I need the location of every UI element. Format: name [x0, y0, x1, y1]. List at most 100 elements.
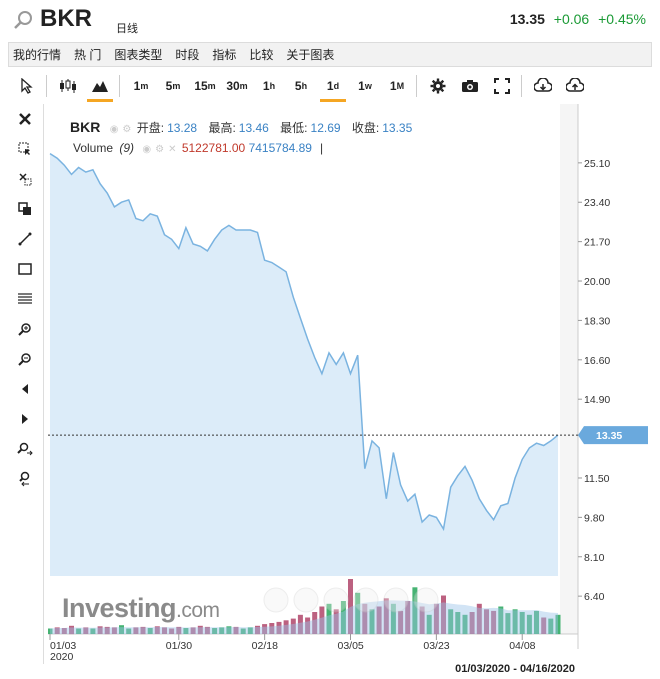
zoom-reset-button[interactable]: [323, 587, 349, 613]
volume-bar: [390, 603, 396, 635]
cursor-icon[interactable]: [14, 73, 40, 99]
search-icon[interactable]: [12, 9, 34, 31]
cloud-download-icon[interactable]: [530, 73, 556, 99]
volume-bar: [61, 628, 67, 634]
scroll-left-icon[interactable]: [8, 374, 42, 404]
volume-bar: [383, 598, 389, 635]
camera-icon[interactable]: [457, 73, 483, 99]
price-series: [49, 152, 559, 576]
volume-bar: [305, 617, 311, 634]
menu-about-chart[interactable]: 关于图表: [286, 48, 335, 62]
toolbar-divider: [119, 75, 120, 97]
volume-bar: [48, 628, 53, 634]
menu-indicators[interactable]: 指标: [212, 48, 237, 62]
menu-my-quotes[interactable]: 我的行情: [13, 48, 62, 62]
low-label: 最低:: [280, 121, 308, 135]
menu-bar: 我的行情 热 门 图表类型 时段 指标 比较 关于图表: [8, 42, 652, 67]
gear-icon[interactable]: [425, 73, 451, 99]
zoom-fit-icon[interactable]: [8, 434, 42, 464]
trendline-tool-icon[interactable]: [8, 224, 42, 254]
zoom-out-icon[interactable]: [8, 344, 42, 374]
volume-legend: Volume (9) ◉ ⚙ ✕ 5122781.00 7415784.89 |: [73, 141, 324, 155]
volume-bar: [441, 595, 446, 634]
clone-tool-icon[interactable]: [8, 194, 42, 224]
close-icon[interactable]: [8, 104, 42, 134]
volume-value: 5122781.00: [181, 141, 246, 155]
volume-bar: [83, 627, 89, 634]
volume-bar: [548, 618, 554, 634]
price-chart[interactable]: 25.10 23.40 21.70 20.00 18.30 16.60 14.90 11.50…: [48, 104, 652, 664]
select-tool-icon[interactable]: [8, 134, 42, 164]
zoom-controls[interactable]: [263, 587, 439, 613]
cloud-upload-icon[interactable]: [562, 73, 588, 99]
scroll-right-icon[interactable]: [8, 404, 42, 434]
volume-bar: [405, 601, 411, 634]
volume-bar: [240, 628, 246, 634]
reset-zoom-icon[interactable]: [8, 464, 42, 494]
volume-bar: [519, 612, 525, 634]
close-label: 收盘:: [351, 121, 380, 135]
timeframe-30m[interactable]: 30 m: [226, 79, 248, 93]
price-change-pct: +0.45%: [598, 11, 646, 27]
volume-bar: [133, 627, 139, 634]
remove-icon[interactable]: ✕: [168, 144, 177, 155]
volume-bar: [398, 610, 404, 634]
volume-bar: [269, 623, 275, 634]
crosshair-tool-icon[interactable]: [8, 164, 42, 194]
zoom-in-button[interactable]: [353, 587, 379, 613]
settings-icon[interactable]: ⚙: [155, 144, 165, 155]
rectangle-tool-icon[interactable]: [8, 254, 42, 284]
volume-bar: [111, 627, 117, 634]
settings-icon[interactable]: ⚙: [122, 124, 132, 135]
candlestick-icon[interactable]: [55, 73, 81, 99]
volume-bar: [319, 606, 325, 634]
y-tick-label: 14.90: [584, 394, 610, 406]
volume-bar: [491, 610, 497, 634]
eye-icon[interactable]: ◉: [142, 144, 152, 155]
menu-timeframe[interactable]: 时段: [175, 48, 200, 62]
x-tick-label: 03/05: [338, 640, 364, 652]
eye-icon[interactable]: ◉: [109, 124, 119, 135]
menu-popular[interactable]: 热 门: [74, 48, 102, 62]
volume-bar: [376, 606, 382, 634]
volume-bar: [455, 612, 461, 634]
volume-bar: [140, 626, 146, 635]
volume-bar: [147, 628, 153, 634]
fullscreen-icon[interactable]: [489, 73, 515, 99]
volume-bar: [369, 609, 375, 635]
toolbar-divider: [416, 75, 417, 97]
menu-compare[interactable]: 比较: [249, 48, 274, 62]
x-axis-ticks: 01/03 01/30 02/18 03/05 03/23 04/08 2020: [49, 634, 536, 663]
price-legend: BKR ◉ ⚙ 开盘: 13.28 最高: 13.46 最低: 12.69 收盘: 13.…: [70, 119, 420, 136]
legend-symbol: BKR: [70, 119, 101, 135]
y-axis-ticks: 25.10 23.40 21.70 20.00 18.30 16.60 14.90 11.50…: [578, 158, 610, 603]
volume-bar: [197, 625, 203, 635]
pan-right-button[interactable]: [383, 587, 409, 613]
zoom-left-button[interactable]: [263, 587, 289, 613]
y-tick-label: 8.10: [584, 552, 605, 564]
menu-chart-type[interactable]: 图表类型: [114, 48, 163, 62]
fibonacci-tool-icon[interactable]: [8, 284, 42, 314]
volume-param: (9): [119, 141, 135, 155]
volume-bar: [154, 626, 160, 634]
volume-bar: [312, 612, 318, 634]
timeframe-15m[interactable]: 15 m: [194, 79, 216, 93]
mountain-chart-icon[interactable]: [87, 73, 113, 102]
volume-bar: [226, 626, 232, 634]
last-price-label: 13.35: [596, 430, 622, 442]
y-tick-label: 25.10: [584, 158, 610, 170]
volume-bar: [340, 601, 346, 634]
pan-end-button[interactable]: [413, 587, 439, 613]
volume-bar: [412, 587, 418, 635]
volume-bar: [469, 612, 475, 634]
zoom-in-icon[interactable]: [8, 314, 42, 344]
zoom-out-button[interactable]: [293, 587, 319, 613]
volume-bar: [54, 627, 60, 634]
